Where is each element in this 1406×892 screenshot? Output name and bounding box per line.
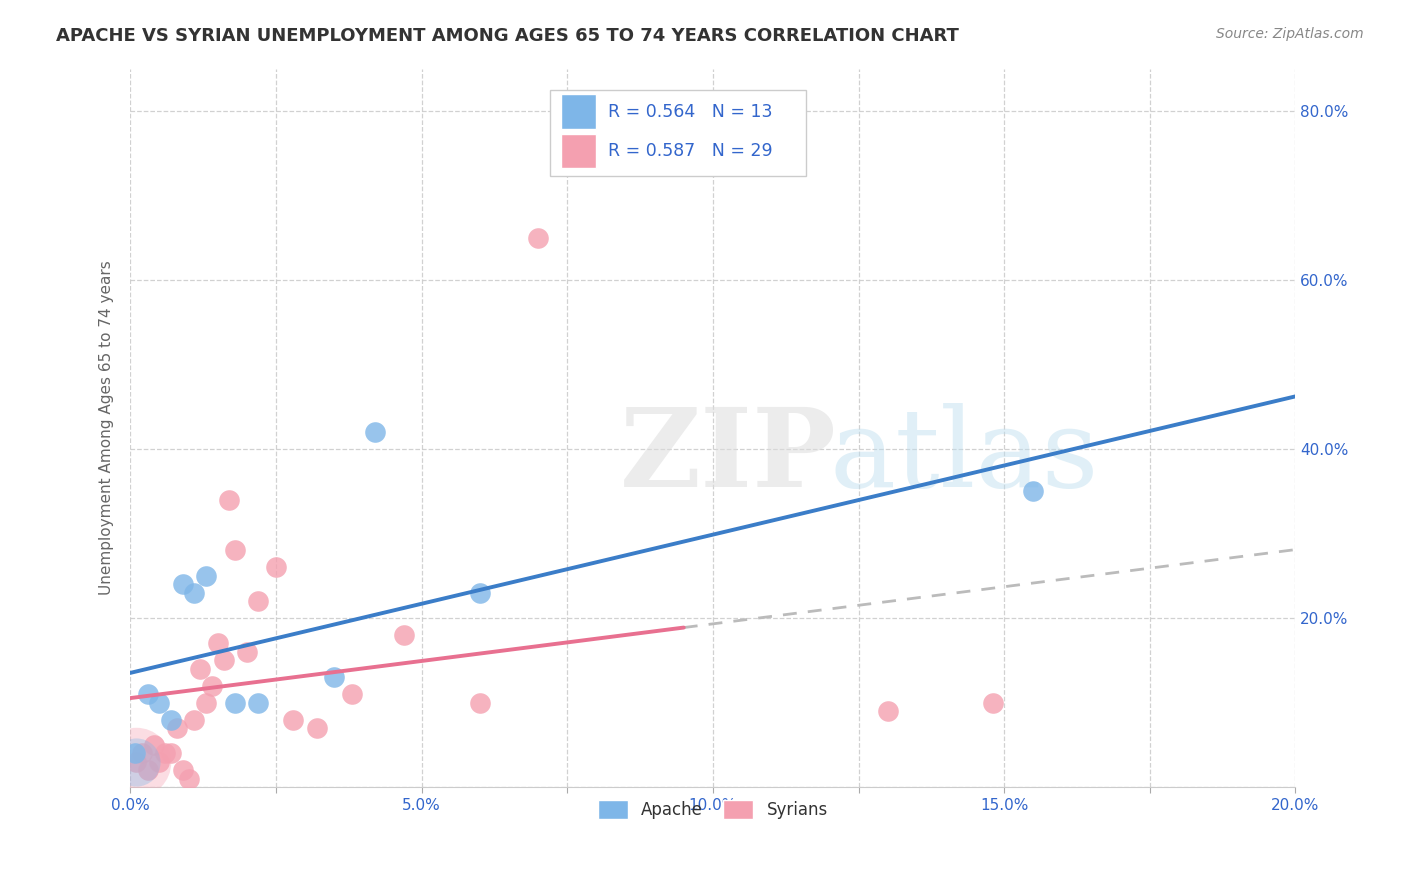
Point (283, 713, 305, 727)
Point (125, 755, 148, 769)
Point (224, 696, 246, 710)
Point (207, 636, 229, 650)
Point (125, 755, 148, 769)
Point (218, 492, 240, 507)
Point (392, 628, 415, 642)
Point (364, 425, 387, 439)
Point (236, 645, 259, 659)
Point (172, 577, 194, 591)
Point (876, 704, 898, 718)
Point (183, 585, 205, 599)
Point (264, 560, 287, 574)
Point (195, 696, 218, 710)
Point (160, 713, 183, 727)
Point (468, 696, 491, 710)
Point (305, 721, 328, 735)
FancyBboxPatch shape (550, 90, 806, 177)
Point (136, 764, 159, 778)
Text: R = 0.564   N = 13: R = 0.564 N = 13 (607, 103, 772, 120)
Point (247, 696, 270, 710)
Point (160, 747, 183, 761)
Point (212, 653, 235, 667)
Point (148, 755, 170, 769)
FancyBboxPatch shape (561, 95, 596, 128)
Point (1022, 484, 1045, 499)
Point (183, 713, 205, 727)
Point (177, 772, 200, 786)
Point (224, 543, 246, 558)
Point (981, 696, 1004, 710)
Text: Source: ZipAtlas.com: Source: ZipAtlas.com (1216, 27, 1364, 41)
Text: ZIP: ZIP (620, 403, 837, 510)
Point (340, 687, 363, 701)
Point (247, 594, 270, 608)
Point (166, 721, 188, 735)
FancyBboxPatch shape (561, 134, 596, 169)
Point (124, 747, 146, 761)
Point (188, 662, 211, 676)
Point (172, 764, 194, 778)
Point (527, 230, 550, 244)
Point (131, 747, 153, 761)
Point (468, 585, 491, 599)
Legend: Apache, Syrians: Apache, Syrians (592, 793, 834, 826)
Point (201, 679, 224, 693)
Point (125, 755, 148, 769)
Point (148, 696, 170, 710)
Text: R = 0.587   N = 29: R = 0.587 N = 29 (607, 142, 773, 161)
Point (155, 747, 177, 761)
Point (136, 687, 159, 701)
Point (142, 738, 165, 752)
Point (323, 670, 346, 684)
Y-axis label: Unemployment Among Ages 65 to 74 years: Unemployment Among Ages 65 to 74 years (100, 260, 114, 595)
Text: atlas: atlas (830, 403, 1099, 510)
Text: APACHE VS SYRIAN UNEMPLOYMENT AMONG AGES 65 TO 74 YEARS CORRELATION CHART: APACHE VS SYRIAN UNEMPLOYMENT AMONG AGES… (56, 27, 959, 45)
Point (195, 569, 218, 583)
